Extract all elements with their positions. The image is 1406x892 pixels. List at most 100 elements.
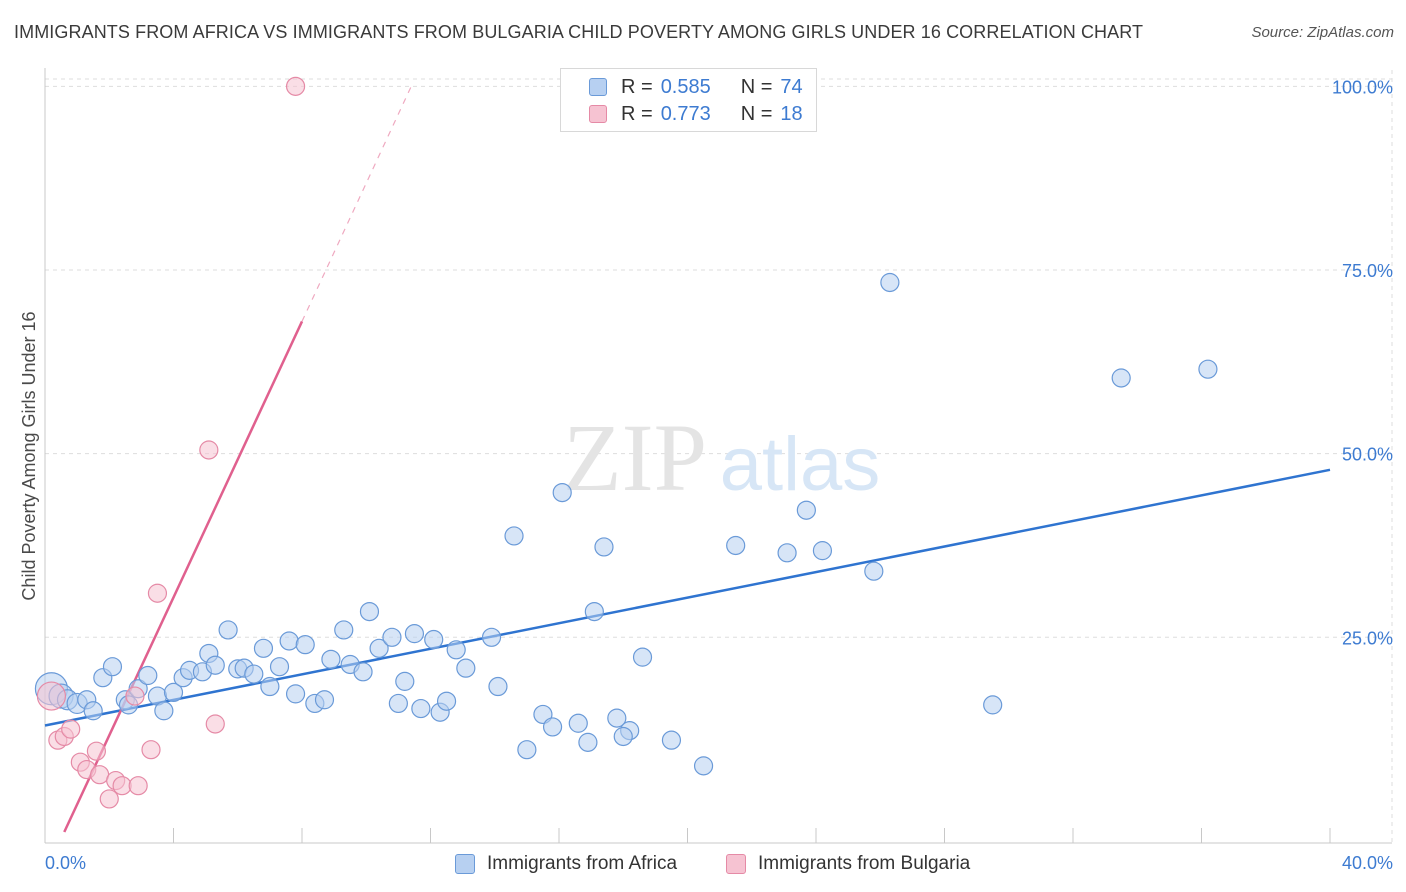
africa-point bbox=[295, 635, 315, 655]
africa-point bbox=[578, 732, 598, 752]
bottom-legend-africa: Immigrants from Africa bbox=[455, 853, 677, 875]
africa-point bbox=[253, 638, 274, 658]
africa-trend-line bbox=[44, 468, 1331, 727]
bulgaria-point bbox=[86, 741, 107, 761]
bulgaria-point bbox=[128, 776, 148, 796]
africa-point bbox=[584, 601, 604, 622]
africa-point bbox=[205, 655, 225, 675]
africa-point bbox=[163, 682, 184, 703]
bottom-legend-label-africa: Immigrants from Africa bbox=[487, 853, 678, 874]
africa-point bbox=[607, 708, 627, 728]
africa-point bbox=[382, 627, 402, 647]
africa-point bbox=[796, 500, 816, 520]
africa-point bbox=[369, 638, 389, 658]
legend-n-value: 18 bbox=[780, 102, 803, 125]
legend-r-label: R = bbox=[621, 75, 653, 98]
x-tick-label: 40.0% bbox=[1342, 853, 1393, 873]
legend: R = 0.585 N = 74 R = 0.773 N = 18 bbox=[560, 68, 817, 132]
legend-r-label: R = bbox=[621, 102, 653, 125]
bulgaria-point bbox=[61, 719, 81, 739]
bottom-legend-swatch-africa bbox=[455, 854, 475, 874]
africa-point bbox=[693, 756, 714, 776]
africa-point bbox=[661, 730, 682, 750]
bulgaria-point bbox=[147, 583, 168, 603]
africa-point bbox=[446, 640, 466, 660]
africa-point bbox=[456, 658, 476, 678]
legend-row-africa: R = 0.585 N = 74 bbox=[589, 74, 803, 100]
africa-point bbox=[395, 671, 415, 691]
africa-point bbox=[334, 620, 354, 640]
gridlines bbox=[45, 70, 1393, 843]
africa-point bbox=[285, 684, 306, 704]
africa-point bbox=[154, 701, 174, 721]
bottom-legend-bulgaria: Immigrants from Bulgaria bbox=[726, 853, 970, 875]
africa-point bbox=[411, 698, 431, 719]
africa-point bbox=[983, 695, 1003, 715]
legend-row-bulgaria: R = 0.773 N = 18 bbox=[589, 101, 803, 127]
africa-point bbox=[83, 701, 103, 721]
africa-point bbox=[404, 624, 425, 644]
africa-point bbox=[613, 726, 633, 747]
africa-point bbox=[481, 627, 502, 647]
legend-n-value: 74 bbox=[780, 75, 803, 98]
africa-point bbox=[864, 561, 884, 581]
legend-n-label: N = bbox=[740, 75, 773, 98]
africa-point bbox=[359, 601, 380, 622]
bulgaria-point bbox=[199, 440, 219, 460]
africa-point bbox=[568, 713, 588, 733]
bulgaria-point bbox=[99, 789, 119, 809]
legend-n-label: N = bbox=[740, 102, 773, 125]
chart-title: IMMIGRANTS FROM AFRICA VS IMMIGRANTS FRO… bbox=[14, 22, 1144, 42]
y-tick-label: 25.0% bbox=[1342, 628, 1393, 648]
x-tick-label: 0.0% bbox=[45, 853, 86, 873]
bulgaria-point bbox=[112, 776, 132, 796]
bulgaria-point bbox=[36, 681, 67, 711]
bulgaria-point bbox=[285, 76, 306, 96]
bottom-legend-label-bulgaria: Immigrants from Bulgaria bbox=[758, 853, 971, 874]
y-axis-label: Child Poverty Among Girls Under 16 bbox=[19, 311, 39, 600]
africa-point bbox=[1198, 359, 1218, 379]
bottom-legend-swatch-bulgaria bbox=[726, 854, 746, 874]
legend-swatch-africa bbox=[589, 78, 607, 96]
data-points bbox=[34, 76, 1218, 809]
africa-point bbox=[812, 541, 833, 561]
y-tick-label: 50.0% bbox=[1342, 445, 1393, 465]
africa-point bbox=[552, 482, 572, 503]
legend-r-value: 0.585 bbox=[660, 75, 711, 98]
africa-point bbox=[517, 740, 537, 760]
africa-point bbox=[880, 272, 900, 293]
legend-swatch-bulgaria bbox=[589, 105, 607, 123]
africa-point bbox=[138, 665, 158, 686]
africa-point bbox=[279, 631, 299, 651]
africa-point bbox=[260, 676, 280, 697]
africa-point bbox=[218, 620, 238, 640]
africa-point bbox=[594, 537, 614, 557]
africa-point bbox=[504, 526, 524, 546]
bulgaria-point bbox=[205, 714, 225, 734]
bulgaria-trend-extension bbox=[301, 86, 412, 322]
africa-point bbox=[353, 662, 373, 682]
africa-point bbox=[777, 543, 797, 563]
africa-point bbox=[244, 664, 264, 684]
africa-point bbox=[424, 629, 444, 650]
africa-point bbox=[1111, 368, 1131, 388]
bottom-legend: Immigrants from Africa Immigrants from B… bbox=[0, 850, 1406, 880]
africa-point bbox=[542, 717, 563, 737]
legend-r-value: 0.773 bbox=[660, 102, 711, 125]
watermark-zip: ZIP bbox=[563, 404, 707, 511]
africa-point bbox=[314, 690, 335, 710]
africa-point bbox=[632, 647, 653, 667]
africa-point bbox=[321, 649, 341, 669]
africa-point bbox=[726, 535, 746, 556]
bulgaria-point bbox=[90, 765, 110, 785]
africa-point bbox=[269, 657, 290, 677]
y-tick-label: 100.0% bbox=[1332, 77, 1393, 97]
africa-point bbox=[488, 676, 508, 697]
africa-point bbox=[388, 693, 408, 714]
watermark-atlas: atlas bbox=[720, 422, 881, 507]
bulgaria-point bbox=[141, 740, 161, 760]
africa-point bbox=[102, 657, 123, 677]
tick-labels: 25.0% 50.0% 75.0% 100.0% 0.0% 40.0% bbox=[45, 77, 1393, 873]
bulgaria-point bbox=[125, 686, 145, 706]
